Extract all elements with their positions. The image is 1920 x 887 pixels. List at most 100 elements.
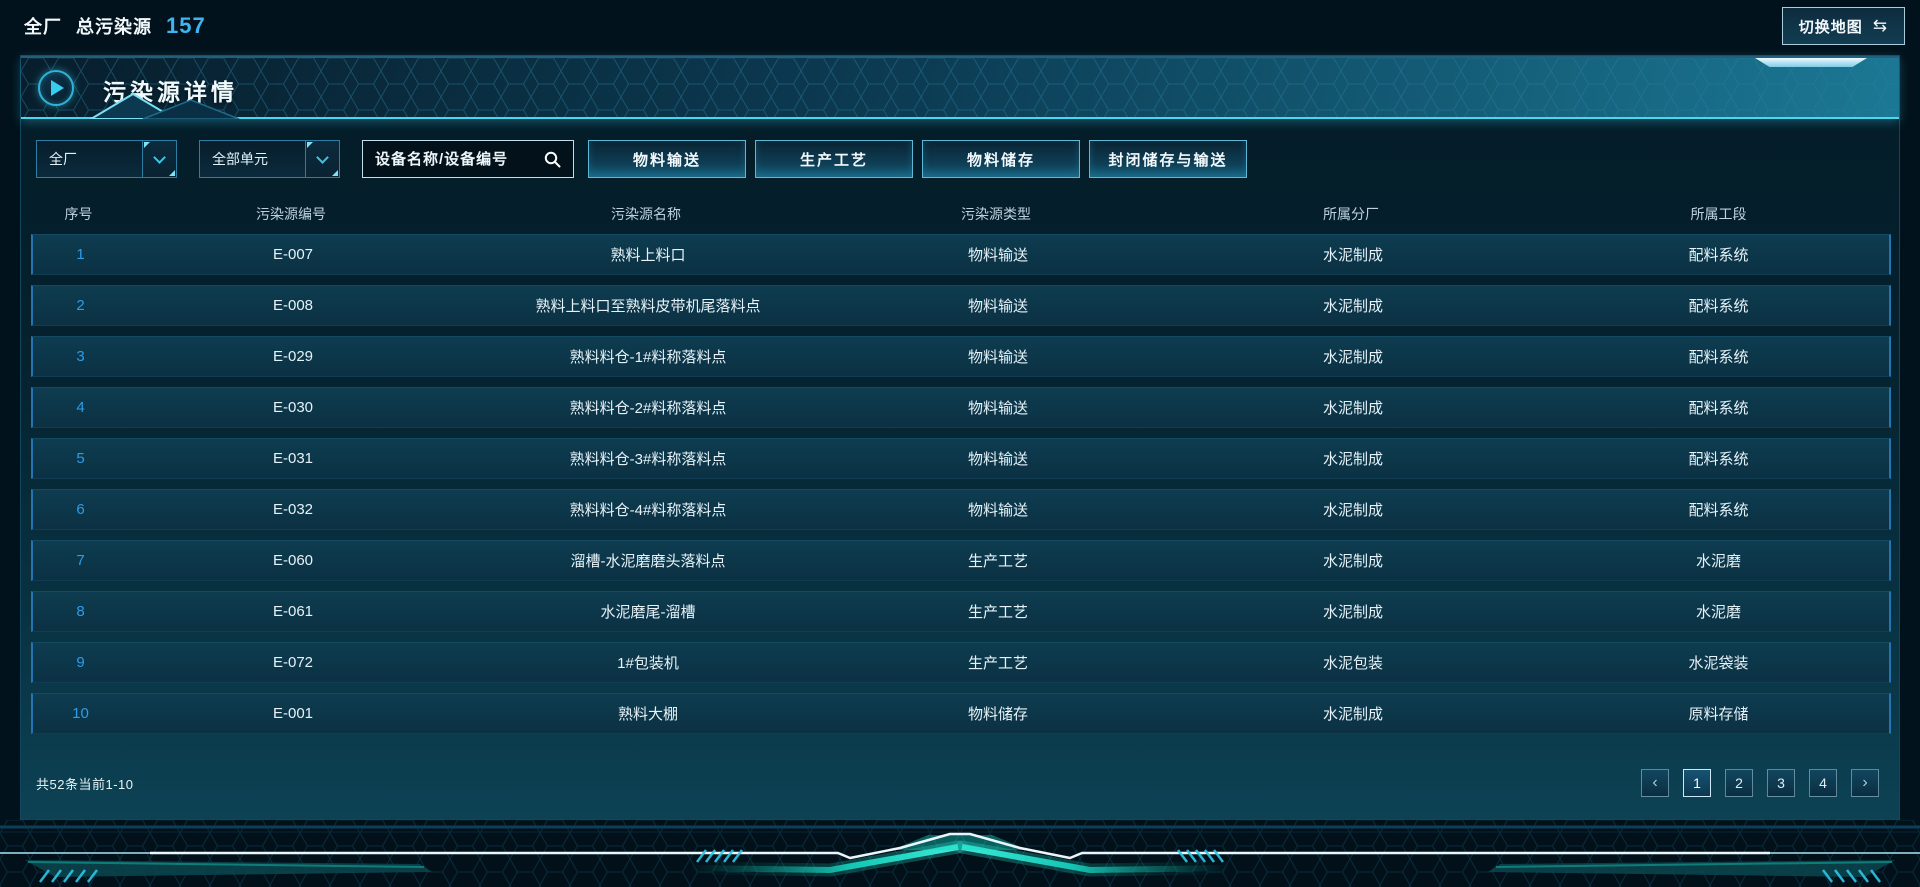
- cell-source-name: 熟料上料口: [610, 247, 686, 264]
- search-box[interactable]: [362, 140, 574, 178]
- pollution-source-detail-panel: 污染源详情 全厂 全部单元 物料输送 生产工艺 物料储存 封闭储存与输送 序号: [20, 55, 1900, 820]
- factory-select[interactable]: 全厂: [36, 140, 177, 178]
- cell-index[interactable]: 7: [76, 552, 85, 569]
- column-header-work-section: 所属工段: [1690, 206, 1747, 222]
- page-button-2[interactable]: 2: [1725, 769, 1753, 797]
- cell-index[interactable]: 9: [76, 654, 85, 671]
- cell-branch-factory: 水泥制成: [1322, 298, 1383, 315]
- cell-branch-factory: 水泥制成: [1322, 604, 1383, 621]
- cell-index[interactable]: 1: [76, 246, 85, 263]
- switch-map-label: 切换地图: [1798, 18, 1863, 36]
- table-row[interactable]: 4 E-030 熟料料仓-2#料称落料点 物料输送 水泥制成 配料系统: [31, 387, 1891, 428]
- cell-source-code: E-030: [272, 399, 314, 416]
- switch-map-button[interactable]: 切换地图 ⇆: [1781, 7, 1905, 45]
- filter-button-closed-storage-transport[interactable]: 封闭储存与输送: [1089, 140, 1247, 178]
- cell-work-section: 水泥袋装: [1688, 655, 1749, 672]
- table-row[interactable]: 2 E-008 熟料上料口至熟料皮带机尾落料点 物料输送 水泥制成 配料系统: [31, 285, 1891, 326]
- cell-source-code: E-072: [272, 654, 314, 671]
- table-row[interactable]: 6 E-032 熟料料仓-4#料称落料点 物料输送 水泥制成 配料系统: [31, 489, 1891, 530]
- cell-branch-factory: 水泥包装: [1322, 655, 1383, 672]
- cell-branch-factory: 水泥制成: [1322, 502, 1383, 519]
- footer-decoration: [0, 820, 1920, 887]
- cell-index[interactable]: 8: [76, 603, 85, 620]
- column-header-source-code: 污染源编号: [256, 206, 326, 222]
- total-pollution-count: 157: [166, 13, 206, 38]
- swap-icon: ⇆: [1872, 16, 1888, 35]
- search-icon[interactable]: [544, 151, 561, 168]
- cell-source-name: 水泥磨尾-溜槽: [600, 604, 696, 621]
- cell-source-type: 物料输送: [967, 298, 1028, 315]
- cell-index[interactable]: 4: [76, 399, 85, 416]
- cell-source-code: E-061: [272, 603, 314, 620]
- unit-select[interactable]: 全部单元: [199, 140, 340, 178]
- panel-title: 污染源详情: [103, 79, 238, 105]
- panel-header: 污染源详情: [21, 56, 1899, 119]
- cell-source-type: 物料输送: [967, 349, 1028, 366]
- cell-source-code: E-001: [272, 705, 314, 722]
- table-row[interactable]: 1 E-007 熟料上料口 物料输送 水泥制成 配料系统: [31, 234, 1891, 275]
- cell-source-code: E-008: [272, 297, 314, 314]
- header-notch-decoration: [1755, 58, 1867, 67]
- table-row[interactable]: 8 E-061 水泥磨尾-溜槽 生产工艺 水泥制成 水泥磨: [31, 591, 1891, 632]
- top-bar: 全厂 总污染源 157 切换地图 ⇆: [0, 0, 1920, 55]
- chevron-down-icon: [153, 150, 166, 164]
- cell-work-section: 配料系统: [1688, 349, 1749, 366]
- cell-branch-factory: 水泥制成: [1322, 247, 1383, 264]
- pagination: ‹ 1 2 3 4 ›: [1641, 769, 1879, 797]
- cell-work-section: 配料系统: [1688, 247, 1749, 264]
- cell-source-code: E-029: [272, 348, 314, 365]
- cell-source-type: 生产工艺: [967, 604, 1028, 621]
- prev-page-button[interactable]: ‹: [1641, 769, 1669, 797]
- cell-source-type: 物料储存: [967, 706, 1028, 723]
- cell-source-type: 物料输送: [967, 400, 1028, 417]
- table-row[interactable]: 5 E-031 熟料料仓-3#料称落料点 物料输送 水泥制成 配料系统: [31, 438, 1891, 479]
- page-button-1[interactable]: 1: [1683, 769, 1711, 797]
- factory-select-dropdown-box[interactable]: [142, 141, 176, 177]
- cell-source-name: 熟料料仓-1#料称落料点: [569, 349, 727, 366]
- cell-source-code: E-060: [272, 552, 314, 569]
- cell-source-name: 溜槽-水泥磨磨头落料点: [570, 553, 726, 570]
- cell-source-type: 物料输送: [967, 451, 1028, 468]
- cell-source-name: 熟料上料口至熟料皮带机尾落料点: [535, 298, 761, 315]
- table-row[interactable]: 10 E-001 熟料大棚 物料储存 水泥制成 原料存储: [31, 693, 1891, 734]
- cell-index[interactable]: 10: [72, 705, 89, 722]
- unit-select-dropdown-box[interactable]: [305, 141, 339, 177]
- table-body: 1 E-007 熟料上料口 物料输送 水泥制成 配料系统 2 E-008 熟料上…: [31, 234, 1891, 744]
- table-row[interactable]: 3 E-029 熟料料仓-1#料称落料点 物料输送 水泥制成 配料系统: [31, 336, 1891, 377]
- unit-select-value: 全部单元: [212, 151, 268, 167]
- cell-work-section: 配料系统: [1688, 451, 1749, 468]
- cell-branch-factory: 水泥制成: [1322, 553, 1383, 570]
- cell-source-type: 物料输送: [967, 247, 1028, 264]
- cell-index[interactable]: 5: [76, 450, 85, 467]
- page-title: 全厂 总污染源 157: [24, 13, 206, 39]
- page-button-4[interactable]: 4: [1809, 769, 1837, 797]
- cell-branch-factory: 水泥制成: [1322, 400, 1383, 417]
- filter-button-production-process[interactable]: 生产工艺: [755, 140, 913, 178]
- table-footer: 共52条当前1-10 ‹ 1 2 3 4 ›: [36, 762, 1879, 804]
- cell-work-section: 原料存储: [1688, 706, 1749, 723]
- cell-index[interactable]: 3: [76, 348, 85, 365]
- cell-work-section: 水泥磨: [1695, 604, 1741, 621]
- cell-source-name: 熟料料仓-2#料称落料点: [569, 400, 727, 417]
- cell-work-section: 水泥磨: [1695, 553, 1741, 570]
- cell-source-name: 熟料料仓-4#料称落料点: [569, 502, 727, 519]
- filter-bar: 全厂 全部单元 物料输送 生产工艺 物料储存 封闭储存与输送: [36, 140, 1884, 178]
- cell-source-type: 生产工艺: [967, 655, 1028, 672]
- filter-button-material-transport[interactable]: 物料输送: [588, 140, 746, 178]
- cell-work-section: 配料系统: [1688, 298, 1749, 315]
- cell-work-section: 配料系统: [1688, 502, 1749, 519]
- next-page-button[interactable]: ›: [1851, 769, 1879, 797]
- page-button-3[interactable]: 3: [1767, 769, 1795, 797]
- column-header-source-type: 污染源类型: [961, 206, 1031, 222]
- column-header-index: 序号: [64, 206, 93, 222]
- filter-button-material-storage[interactable]: 物料储存: [922, 140, 1080, 178]
- factory-select-value: 全厂: [49, 151, 77, 167]
- chevron-down-icon: [316, 150, 329, 164]
- cell-source-name: 熟料料仓-3#料称落料点: [569, 451, 727, 468]
- cell-index[interactable]: 2: [76, 297, 85, 314]
- cell-index[interactable]: 6: [76, 501, 85, 518]
- table-row[interactable]: 9 E-072 1#包装机 生产工艺 水泥包装 水泥袋装: [31, 642, 1891, 683]
- table-row[interactable]: 7 E-060 溜槽-水泥磨磨头落料点 生产工艺 水泥制成 水泥磨: [31, 540, 1891, 581]
- search-input[interactable]: [375, 150, 544, 168]
- cell-source-name: 熟料大棚: [617, 706, 678, 723]
